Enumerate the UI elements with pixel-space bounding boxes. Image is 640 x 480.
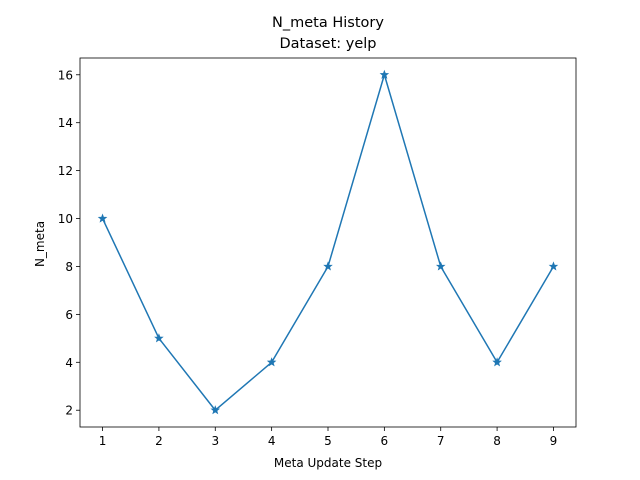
y-tick-label: 10: [58, 212, 73, 226]
y-tick-label: 12: [58, 164, 73, 178]
y-tick-label: 4: [65, 356, 73, 370]
x-tick-label: 5: [324, 434, 332, 448]
x-tick-label: 1: [99, 434, 107, 448]
y-axis: 2 4 6 8 10 12 14 16: [58, 68, 80, 418]
x-tick-label: 3: [211, 434, 219, 448]
x-axis: 1 2 3 4 5 6 7 8 9: [99, 427, 558, 448]
y-tick-label: 16: [58, 68, 73, 82]
y-tick-label: 14: [58, 116, 73, 130]
data-point-marker: [210, 405, 221, 415]
x-axis-label: Meta Update Step: [274, 456, 382, 470]
y-tick-label: 8: [65, 260, 73, 274]
data-point-marker: [435, 261, 446, 271]
data-point-marker: [154, 333, 164, 343]
data-point-marker: [492, 357, 502, 367]
x-tick-label: 8: [493, 434, 501, 448]
chart-title: N_meta History: [272, 15, 384, 31]
x-tick-label: 4: [268, 434, 276, 448]
data-point-marker: [379, 69, 390, 79]
x-tick-label: 9: [550, 434, 558, 448]
chart-subtitle: Dataset: yelp: [279, 36, 376, 52]
x-tick-label: 6: [381, 434, 389, 448]
y-axis-label: N_meta: [33, 221, 47, 267]
x-tick-label: 7: [437, 434, 445, 448]
data-point-marker: [97, 213, 108, 223]
data-point-marker: [548, 261, 559, 271]
data-point-marker: [323, 261, 333, 271]
y-tick-label: 6: [65, 308, 73, 322]
y-tick-label: 2: [65, 404, 73, 418]
x-tick-label: 2: [155, 434, 163, 448]
data-point-marker: [266, 357, 277, 367]
